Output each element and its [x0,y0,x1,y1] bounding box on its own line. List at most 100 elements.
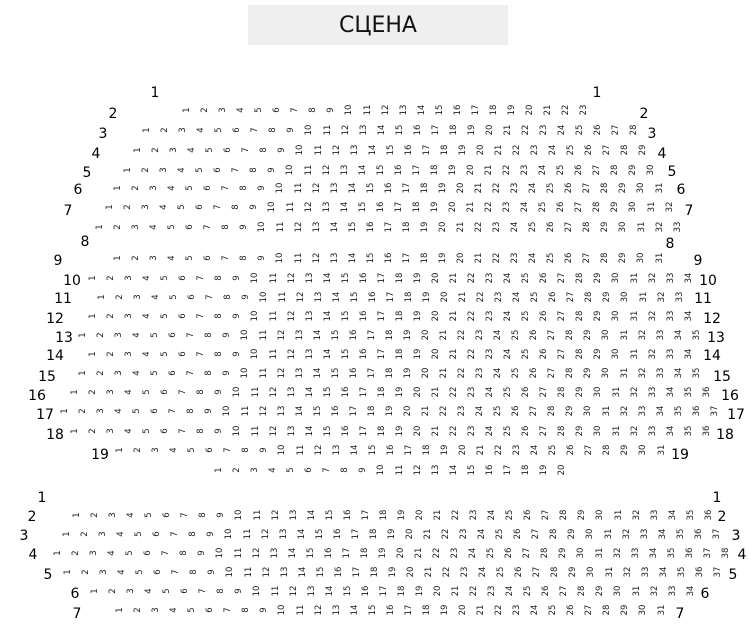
seat[interactable]: 4 [168,447,179,453]
seat[interactable]: 22 [520,124,531,136]
seat[interactable]: 26 [523,509,533,521]
seat[interactable]: 12 [295,291,306,303]
seat[interactable]: 21 [493,144,504,156]
seat[interactable]: 2 [150,147,161,153]
seat[interactable]: 14 [331,291,342,303]
seat[interactable]: 11 [362,104,373,116]
seat[interactable]: 24 [527,252,538,264]
seat[interactable]: 13 [304,310,315,322]
seat[interactable]: 1 [71,512,82,518]
seat[interactable]: 6 [223,147,233,153]
seat[interactable]: 21 [465,201,476,213]
seat[interactable]: 32 [622,566,633,578]
seat[interactable]: 2 [87,428,98,434]
seat[interactable]: 33 [655,367,666,379]
seat[interactable]: 15 [340,272,351,284]
seat[interactable]: 28 [549,528,560,540]
seat[interactable]: 10 [285,164,296,176]
seat[interactable]: 9 [286,127,297,133]
seat[interactable]: 29 [583,367,594,379]
seat[interactable]: 25 [485,547,496,559]
seat[interactable]: 20 [404,528,415,540]
seat[interactable]: 3 [113,332,124,338]
seat[interactable]: 20 [430,310,441,322]
seat[interactable]: 15 [347,221,358,233]
seat[interactable]: 22 [475,291,486,303]
seat[interactable]: 26 [546,221,556,233]
seat[interactable]: 15 [375,164,386,176]
seat[interactable]: 28 [620,144,631,156]
seat[interactable]: 21 [502,124,513,136]
seat[interactable]: 11 [270,585,281,597]
seat[interactable]: 4 [131,332,142,338]
seat[interactable]: 27 [541,509,552,521]
seat[interactable]: 17 [360,509,371,521]
seat[interactable]: 20 [420,329,431,341]
seat[interactable]: 34 [673,329,684,341]
seat[interactable]: 17 [341,547,352,559]
seat[interactable]: 9 [214,428,225,434]
seat[interactable]: 12 [380,104,391,116]
seat[interactable]: 23 [493,291,504,303]
seat[interactable]: 4 [267,467,278,473]
seat[interactable]: 28 [584,291,595,303]
seat[interactable]: 4 [141,275,152,281]
seat[interactable]: 13 [304,348,315,360]
seat[interactable]: 27 [602,144,613,156]
seat[interactable]: 7 [223,447,234,453]
seat[interactable]: 17 [430,124,441,136]
seat[interactable]: 6 [178,275,188,281]
seat[interactable]: 30 [638,444,649,456]
seat[interactable]: 24 [556,124,567,136]
seat[interactable]: 2 [231,467,242,473]
seat[interactable]: 10 [344,104,355,116]
seat[interactable]: 17 [403,444,414,456]
seat[interactable]: 32 [649,585,660,597]
seat[interactable]: 17 [421,144,432,156]
seat[interactable]: 29 [595,585,606,597]
seat[interactable]: 3 [88,550,99,556]
seat[interactable]: 7 [290,107,301,113]
seat[interactable]: 20 [439,291,450,303]
seat[interactable]: 5 [141,428,152,434]
seat[interactable]: 34 [683,348,694,360]
seat[interactable]: 31 [654,182,665,194]
seat[interactable]: 8 [239,255,250,261]
seat[interactable]: 35 [683,386,694,398]
seat[interactable]: 22 [468,585,479,597]
seat[interactable]: 27 [531,528,542,540]
seat[interactable]: 30 [611,348,622,360]
seat[interactable]: 18 [376,425,387,437]
seat[interactable]: 34 [683,272,694,284]
seat[interactable]: 25 [545,182,556,194]
seat[interactable]: 7 [223,607,234,613]
seat[interactable]: 27 [539,425,550,437]
seat[interactable]: 5 [159,313,170,319]
seat[interactable]: 10 [222,405,233,417]
seat[interactable]: 2 [107,588,118,594]
seat[interactable]: 9 [234,588,245,594]
seat[interactable]: 22 [493,444,504,456]
seat[interactable]: 33 [667,585,678,597]
seat[interactable]: 24 [519,201,530,213]
seat[interactable]: 14 [357,164,368,176]
seat[interactable]: 34 [655,405,666,417]
seat[interactable]: 19 [396,509,407,521]
seat[interactable]: 3 [177,127,188,133]
seat[interactable]: 29 [565,405,576,417]
seat[interactable]: 25 [574,124,585,136]
seat[interactable]: 35 [691,329,702,341]
seat[interactable]: 25 [502,386,513,398]
seat[interactable]: 19 [387,566,398,578]
seat[interactable]: 28 [592,201,603,213]
seat[interactable]: 5 [213,127,224,133]
seat[interactable]: 19 [412,272,423,284]
seat[interactable]: 13 [288,509,299,521]
seat[interactable]: 4 [123,428,134,434]
seat[interactable]: 31 [656,604,667,616]
seat[interactable]: 3 [105,428,116,434]
seat[interactable]: 36 [693,528,704,540]
seat[interactable]: 27 [557,348,568,360]
seat[interactable]: 18 [448,124,459,136]
seat[interactable]: 32 [629,425,640,437]
